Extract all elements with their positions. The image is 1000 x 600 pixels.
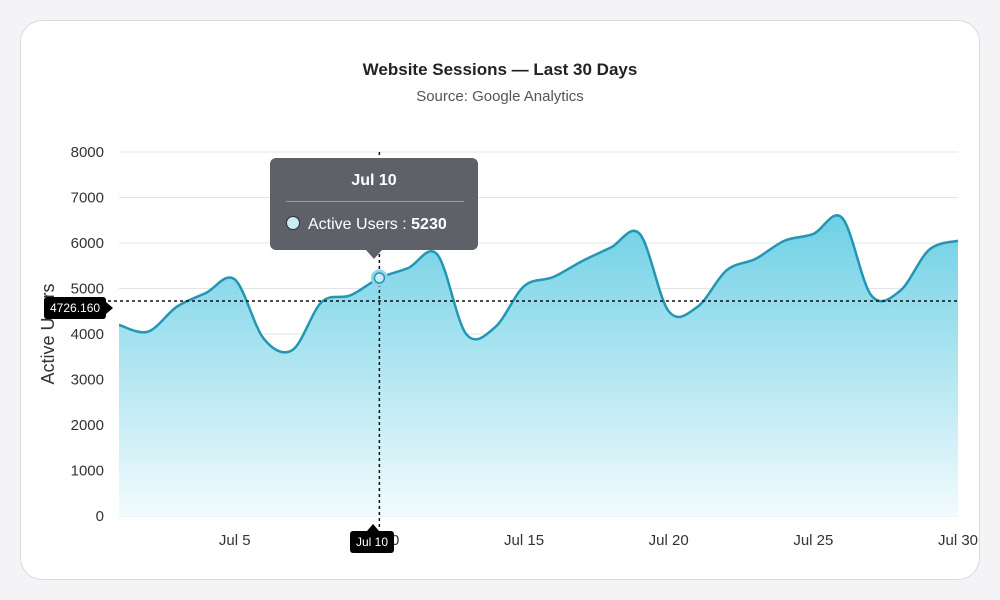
series-marker-icon: [286, 216, 300, 230]
series-line: [118, 214, 959, 354]
tooltip-series-name: Active Users: [308, 216, 398, 233]
series-area-fill: [119, 215, 958, 517]
hover-marker: [370, 269, 388, 287]
y-tick-label: 8000: [71, 144, 104, 161]
x-tick-label: Jul 5: [219, 532, 251, 549]
y-tick-label: 5000: [71, 281, 104, 298]
tooltip-value: 5230: [411, 216, 447, 233]
tooltip-separator: :: [402, 216, 407, 233]
crosshair-x-readout: Jul 10: [350, 524, 395, 553]
chart-subtitle: Source: Google Analytics: [416, 88, 584, 105]
x-tick-label: Jul 25: [793, 532, 833, 549]
y-tick-label: 4000: [71, 326, 104, 343]
tooltip-divider: [286, 201, 464, 202]
tooltip: Jul 10 Active Users : 5230: [270, 158, 478, 259]
x-tick-label: Jul 30: [938, 532, 978, 549]
x-tick-label: Jul 20: [649, 532, 689, 549]
y-tick-label: 1000: [71, 463, 104, 480]
chart-title: Website Sessions — Last 30 Days: [362, 60, 638, 79]
x-tick-label: Jul 15: [504, 532, 544, 549]
tooltip-row: Active Users : 5230: [286, 216, 447, 234]
y-tick-label: 2000: [71, 417, 104, 434]
tooltip-date: Jul 10: [351, 172, 397, 189]
crosshair-y-readout: 4726.160: [44, 297, 114, 319]
hover-point: [373, 272, 386, 284]
y-tick-label: 3000: [71, 372, 104, 389]
y-axis: 0 1000 2000 3000 4000 5000 6000 7000 8000: [71, 144, 104, 525]
y-tick-label: 0: [96, 508, 104, 525]
y-tick-label: 6000: [71, 235, 104, 252]
y-tick-label: 7000: [71, 190, 104, 207]
